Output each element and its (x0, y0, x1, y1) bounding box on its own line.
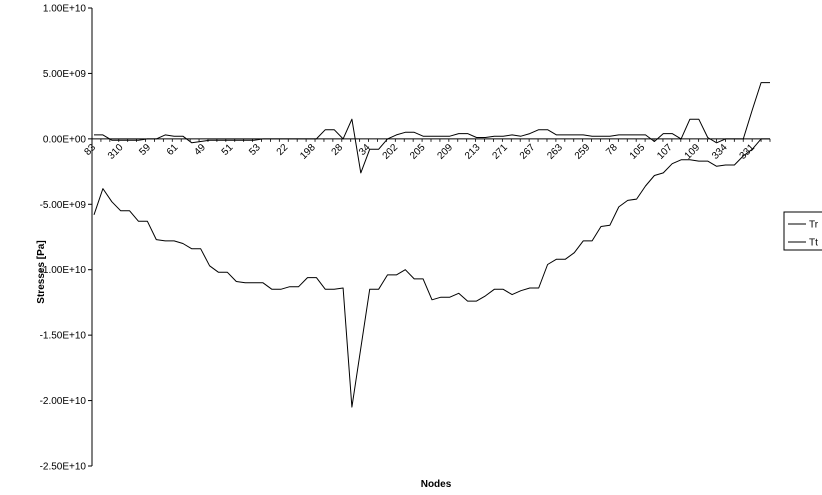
y-tick-label: -2.00E+10 (40, 396, 87, 407)
x-tick-label: 78 (604, 142, 620, 158)
x-tick-label: 59 (137, 142, 153, 158)
series-lines (93, 82, 770, 408)
legend-label-tr: Tr (809, 220, 819, 231)
x-tick-label: 263 (545, 142, 565, 162)
series-line-tt (94, 82, 770, 174)
x-tick-label: 213 (463, 142, 483, 162)
x-tick-label: 310 (106, 142, 126, 162)
x-tick-label: 259 (573, 142, 593, 162)
y-tick-label: 0.00E+00 (43, 134, 87, 145)
series-line-tr (93, 138, 770, 408)
x-axis-title: Nodes (421, 479, 452, 490)
x-tick-label: 271 (490, 142, 510, 162)
x-tick-label: 267 (518, 142, 538, 162)
y-tick-label: 1.00E+10 (43, 4, 87, 15)
x-tick-label: 22 (275, 142, 291, 158)
x-tick-label: 334 (710, 142, 730, 162)
y-tick-label: -2.50E+10 (40, 462, 87, 473)
x-tick-label: 49 (192, 142, 208, 158)
y-tick-label: -5.00E+09 (40, 200, 87, 211)
y-tick-label: -1.00E+10 (40, 265, 87, 276)
x-tick-label: 209 (436, 142, 456, 162)
legend-label-tt: Tt (809, 238, 818, 249)
x-tick-label: 51 (220, 142, 236, 158)
y-tick-label: -1.50E+10 (40, 331, 87, 342)
y-axis: 1.00E+10 5.00E+09 0.00E+00 -5.00E+09 -1.00E+… (40, 4, 93, 473)
legend-box (783, 211, 822, 251)
x-tick-label: 202 (381, 142, 401, 162)
y-axis-title: Stresses [Pa] (36, 240, 47, 303)
x-axis: 83 310 59 61 49 51 53 22 198 28 34 202 205 209 213 271 2… (82, 138, 771, 162)
y-tick-label: 5.00E+09 (43, 69, 87, 80)
x-tick-label: 205 (408, 142, 428, 162)
x-tick-label: 61 (165, 142, 181, 158)
x-tick-label: 107 (655, 142, 675, 162)
legend: Tr Tt (783, 211, 822, 251)
x-tick-label: 109 (683, 142, 703, 162)
x-tick-label: 105 (628, 142, 648, 162)
x-tick-label: 34 (357, 142, 373, 158)
x-tick-label: 198 (298, 142, 318, 162)
x-tick-label: 28 (330, 142, 346, 158)
x-tick-label: 53 (247, 142, 263, 158)
